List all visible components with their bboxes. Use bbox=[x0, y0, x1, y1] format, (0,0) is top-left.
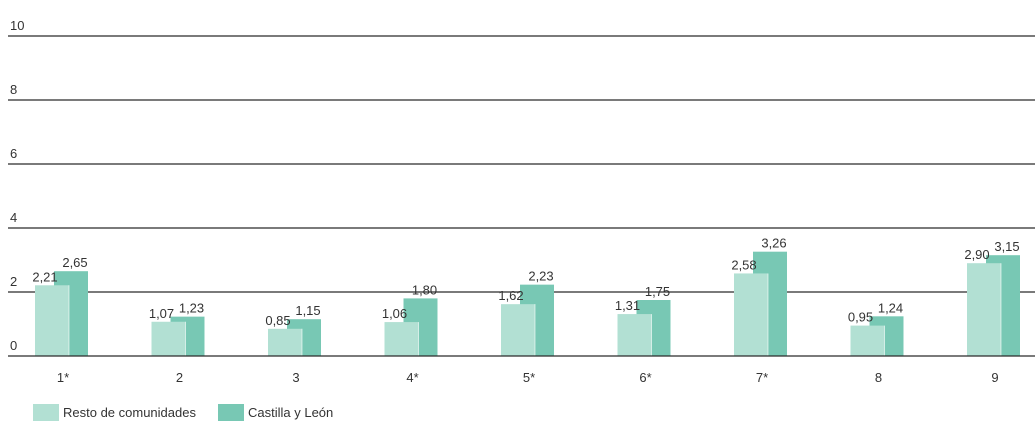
bar-resto-de-comunidades bbox=[384, 322, 419, 356]
y-tick-label: 0 bbox=[10, 338, 17, 353]
bars bbox=[35, 251, 1020, 356]
x-category-label: 8 bbox=[875, 370, 882, 385]
x-category-label: 7* bbox=[756, 370, 768, 385]
data-label-resto: 2,58 bbox=[731, 257, 756, 272]
gridlines bbox=[8, 35, 1035, 293]
bar-resto-de-comunidades bbox=[617, 314, 652, 356]
y-tick-label: 10 bbox=[10, 18, 24, 33]
data-label-castilla: 3,15 bbox=[994, 239, 1019, 254]
legend-label-castilla: Castilla y León bbox=[248, 405, 333, 420]
data-label-resto: 2,90 bbox=[964, 247, 989, 262]
data-label-resto: 1,07 bbox=[149, 306, 174, 321]
data-label-castilla: 1,80 bbox=[412, 282, 437, 297]
legend-label-resto: Resto de comunidades bbox=[63, 405, 196, 420]
x-category-label: 1* bbox=[57, 370, 69, 385]
x-category-label: 2 bbox=[176, 370, 183, 385]
data-label-castilla: 1,23 bbox=[179, 301, 204, 316]
legend: Resto de comunidades Castilla y León bbox=[33, 404, 333, 421]
data-label-castilla: 1,75 bbox=[645, 284, 670, 299]
value-labels: 2,21 2,65 1,07 1,23 0,85 1,15 1,06 1,80 1,62 2,23… bbox=[32, 236, 1019, 328]
y-tick-label: 2 bbox=[10, 274, 17, 289]
bar-resto-de-comunidades bbox=[734, 273, 768, 356]
data-label-resto: 1,31 bbox=[615, 298, 640, 313]
data-label-castilla: 2,65 bbox=[62, 255, 87, 270]
x-category-label: 5* bbox=[523, 370, 535, 385]
y-tick-label: 6 bbox=[10, 146, 17, 161]
legend-swatch-resto bbox=[33, 404, 59, 421]
x-category-label: 4* bbox=[406, 370, 418, 385]
data-label-castilla: 1,15 bbox=[295, 303, 320, 318]
axes: 0 2 4 6 8 10 1* 2 3 4* 5* 6* 7* 8 9 bbox=[8, 18, 1035, 385]
bar-resto-de-comunidades bbox=[151, 321, 186, 356]
data-label-resto: 0,95 bbox=[848, 310, 873, 325]
x-category-label: 6* bbox=[639, 370, 651, 385]
x-category-label: 9 bbox=[991, 370, 998, 385]
bar-resto-de-comunidades bbox=[501, 304, 535, 356]
data-label-castilla: 1,24 bbox=[878, 300, 903, 315]
y-tick-label: 8 bbox=[10, 82, 17, 97]
data-label-castilla: 2,23 bbox=[528, 269, 553, 284]
bar-resto-de-comunidades bbox=[268, 328, 302, 356]
y-tick-label: 4 bbox=[10, 210, 17, 225]
data-label-resto: 0,85 bbox=[265, 313, 290, 328]
bar-resto-de-comunidades bbox=[850, 325, 885, 356]
bar-resto-de-comunidades bbox=[967, 263, 1001, 356]
data-label-resto: 2,21 bbox=[32, 269, 57, 284]
legend-swatch-castilla bbox=[218, 404, 244, 421]
x-category-label: 3 bbox=[292, 370, 299, 385]
bar-resto-de-comunidades bbox=[35, 285, 69, 356]
data-label-resto: 1,62 bbox=[498, 288, 523, 303]
data-label-castilla: 3,26 bbox=[761, 236, 786, 251]
data-label-resto: 1,06 bbox=[382, 306, 407, 321]
